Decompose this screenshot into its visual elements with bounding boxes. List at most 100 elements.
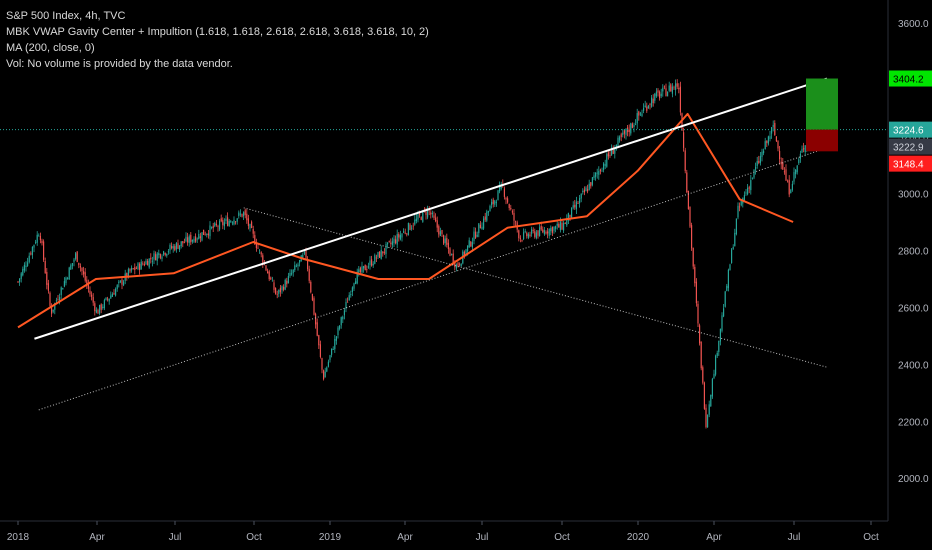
symbol-title[interactable]: S&P 500 Index, 4h, TVC [6, 10, 126, 22]
candle-body [140, 261, 142, 270]
candle-body [86, 279, 88, 285]
candle-body [351, 287, 353, 293]
volume-legend[interactable]: Vol: No volume is provided by the data v… [6, 58, 233, 70]
candle-body [190, 234, 192, 243]
candle-body [211, 227, 213, 228]
candle-body [710, 394, 712, 407]
candle-body [633, 124, 635, 128]
candle-body [676, 83, 678, 87]
candle-body [775, 136, 777, 142]
candle-body [299, 260, 301, 263]
candle-body [307, 259, 309, 270]
candle-body [254, 235, 256, 245]
candle-body [585, 187, 587, 192]
candle-body [251, 221, 253, 228]
trend-line[interactable] [34, 77, 828, 340]
candle-body [596, 172, 598, 174]
candle-body [323, 370, 325, 380]
candle-body [599, 169, 601, 172]
candle-body [97, 310, 99, 314]
candle-body [635, 124, 637, 126]
candle-body [57, 299, 59, 300]
candle-body [355, 281, 357, 285]
candle-body [615, 144, 617, 149]
candle-body [143, 264, 145, 266]
candle-body [537, 230, 539, 236]
candle-body [636, 113, 638, 124]
time-tick-label: Apr [706, 532, 722, 543]
candle-body [33, 244, 35, 248]
candle-body [439, 231, 441, 237]
candle-body [769, 136, 771, 140]
candle-body [743, 195, 745, 201]
candle-body [398, 233, 400, 238]
candle-body [36, 234, 38, 243]
candle-body [503, 188, 505, 197]
candle-body [559, 221, 561, 230]
indicator-legend[interactable]: MBK VWAP Gavity Center + Impultion (1.61… [6, 26, 429, 38]
candle-body [382, 251, 384, 254]
candle-body [395, 239, 397, 244]
current-price-label: 3224.6 [893, 126, 924, 137]
candle-body [129, 268, 131, 272]
candle-body [607, 152, 609, 157]
candle-body [76, 251, 78, 262]
time-tick-label: Oct [863, 532, 879, 543]
candle-body [539, 227, 541, 236]
candle-body [364, 264, 366, 271]
candle-body [491, 201, 493, 206]
stop-zone[interactable] [806, 129, 838, 152]
candle-body [284, 279, 286, 290]
current-price-label-bg [889, 121, 932, 138]
candle-body [644, 105, 646, 108]
ma-legend[interactable]: MA (200, close, 0) [6, 42, 95, 54]
candle-body [545, 231, 547, 234]
candle-body [385, 244, 387, 255]
candle-body [70, 265, 72, 270]
candle-body [244, 210, 246, 215]
target-zone[interactable] [806, 78, 838, 130]
candle-body [494, 200, 496, 205]
candle-body [179, 245, 181, 250]
candle-body [191, 239, 193, 242]
candle-body [670, 84, 672, 92]
candle-body [654, 93, 656, 101]
candle-body [60, 287, 62, 296]
candle-body [353, 283, 355, 289]
ma200-line[interactable] [17, 112, 794, 329]
candle-body [23, 264, 25, 271]
candle-body [54, 302, 56, 310]
candle-body [158, 252, 160, 256]
candle-body [110, 295, 112, 299]
candle-body [734, 232, 736, 247]
candle-body [779, 150, 781, 160]
candle-body [377, 252, 379, 257]
time-axis[interactable]: 2018 Apr Jul Oct 2019 Apr Jul Oct 2020 Apr Jul Oct [7, 521, 879, 543]
candle-body [142, 263, 144, 265]
candle-body [227, 217, 229, 226]
candle-body [689, 206, 691, 227]
candle-body [649, 104, 651, 105]
candle-body [543, 230, 545, 235]
candle-body [444, 238, 446, 243]
candle-body [511, 211, 513, 213]
candle-body [279, 287, 281, 293]
candle-body [700, 341, 702, 369]
candle-body [547, 231, 549, 234]
candle-body [324, 371, 326, 378]
candle-body [46, 271, 48, 285]
candle-body [417, 214, 419, 220]
candle-body [783, 171, 785, 173]
candle-body [379, 251, 381, 258]
candle-body [540, 225, 542, 230]
candle-body [137, 263, 139, 270]
candle-body [745, 192, 747, 194]
candle-body [803, 148, 805, 150]
candle-body [71, 263, 73, 266]
candle-body [115, 288, 117, 296]
candle-body [147, 260, 149, 266]
candle-body [671, 86, 673, 94]
dotted-trend-line[interactable] [38, 144, 836, 411]
candle-body [249, 224, 251, 229]
